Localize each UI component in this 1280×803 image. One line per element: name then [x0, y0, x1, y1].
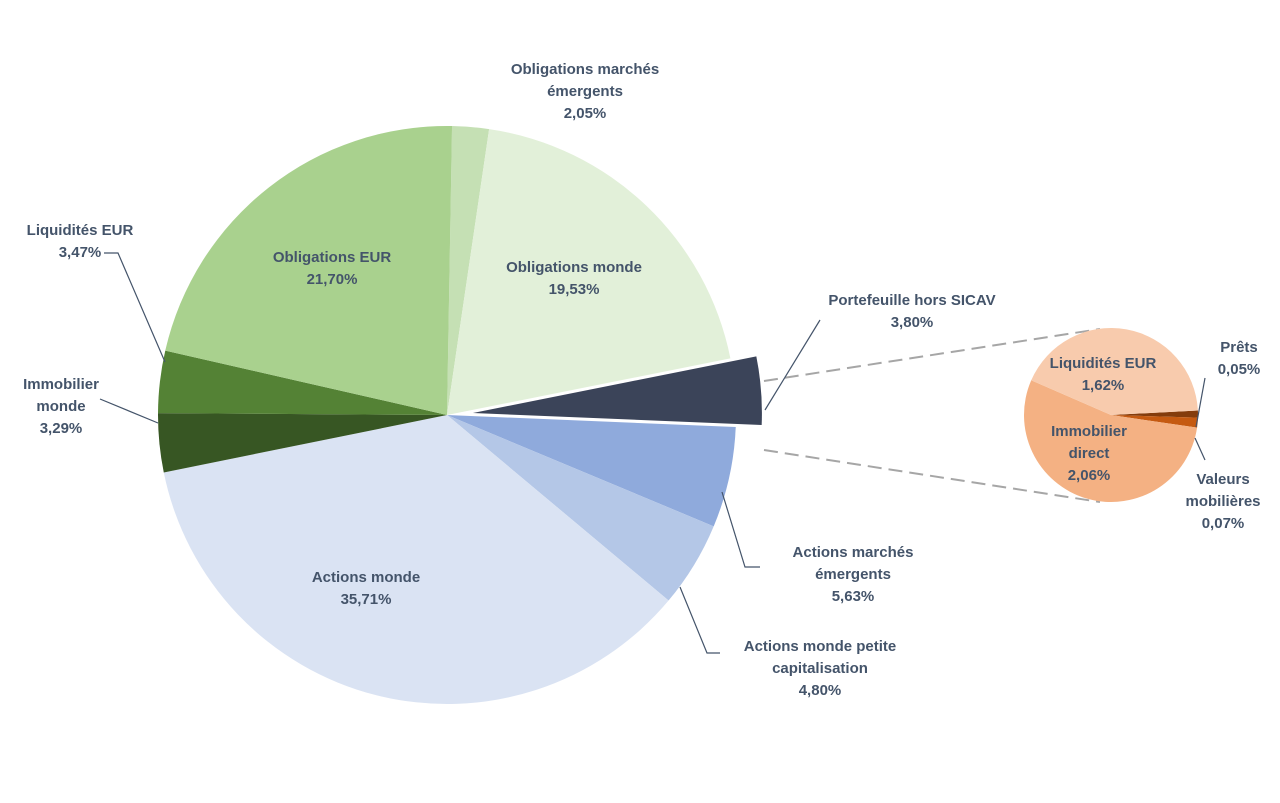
breakdown-slice-valeurs-mobilieres	[1111, 415, 1198, 428]
label-obligations-marches-emergents: Obligations marchés émergents 2,05%	[511, 61, 659, 122]
leader-line-portefeuille-hors-sicav	[764, 319, 821, 411]
slice-liquidites-eur	[158, 350, 447, 415]
label-name: Liquidités EUR	[1050, 355, 1157, 372]
breakdown-label-prets: Prêts 0,05%	[1218, 339, 1261, 378]
label-actions-monde: Actions monde 35,71%	[312, 569, 420, 608]
slice-immobilier-monde	[158, 413, 447, 473]
label-name: monde	[36, 398, 85, 415]
breakdown-pie	[1023, 328, 1198, 502]
label-value: 2,06%	[1068, 467, 1111, 484]
label-name: Obligations marchés	[511, 61, 659, 78]
label-name: Obligations EUR	[273, 249, 392, 266]
label-liquidites-eur: Liquidités EUR 3,47%	[27, 222, 134, 261]
label-value: 3,29%	[40, 420, 83, 437]
slice-actions-marches-emergents	[447, 415, 736, 527]
breakdown-slice-liquidites-eur	[1031, 328, 1198, 415]
breakdown-label-liquidites-eur: Liquidités EUR 1,62%	[1050, 355, 1157, 394]
slice-labels: Obligations marchésémergents2,05%Obligat…	[23, 61, 1260, 699]
label-obligations-eur: Obligations EUR 21,70%	[273, 249, 392, 288]
leader-line-valeurs-mobilieres	[1194, 437, 1206, 461]
label-name: Liquidités EUR	[27, 222, 134, 239]
leader-line-immobilier-monde	[99, 398, 159, 424]
slice-obligations-eur	[165, 126, 453, 415]
label-actions-marches-emergents: Actions marchés émergents 5,63%	[793, 544, 914, 605]
label-value: 4,80%	[799, 682, 842, 699]
label-name: Actions monde petite	[744, 638, 897, 655]
label-name: Obligations monde	[506, 259, 642, 276]
label-value: 35,71%	[341, 591, 392, 608]
breakdown-label-immobilier-direct: Immobilier direct 2,06%	[1051, 423, 1127, 484]
label-name: Portefeuille hors SICAV	[828, 292, 995, 309]
label-name: capitalisation	[772, 660, 868, 677]
label-name: Actions monde	[312, 569, 420, 586]
slice-obligations-monde	[447, 129, 731, 415]
label-value: 3,47%	[59, 244, 102, 261]
leader-line-liquidites-eur	[104, 252, 166, 363]
label-value: 1,62%	[1082, 377, 1125, 394]
label-value: 0,05%	[1218, 361, 1261, 378]
slice-actions-monde	[163, 415, 669, 704]
breakdown-slice-immobilier-direct	[1023, 380, 1198, 502]
label-name: Actions marchés	[793, 544, 914, 561]
label-name: Immobilier	[23, 376, 99, 393]
label-value: 5,63%	[832, 588, 875, 605]
label-name: Valeurs	[1196, 471, 1249, 488]
label-immobilier-monde: Immobilier monde 3,29%	[23, 376, 99, 437]
breakdown-label-valeurs-mobilieres: Valeurs mobilières 0,07%	[1185, 471, 1260, 532]
main-pie	[158, 126, 762, 704]
label-obligations-monde: Obligations monde 19,53%	[506, 259, 642, 298]
label-name: Immobilier	[1051, 423, 1127, 440]
leader-line-actions-monde-petite-capitalisation	[679, 586, 720, 654]
connector-lines	[763, 328, 1101, 503]
slice-obligations-marches-emergents	[447, 126, 490, 416]
slice-actions-monde-petite-capitalisation	[447, 415, 714, 601]
leader-lines	[99, 252, 1206, 654]
leader-line-actions-marches-emergents	[721, 491, 760, 568]
label-name: émergents	[547, 83, 623, 100]
label-value: 19,53%	[549, 281, 600, 298]
label-value: 21,70%	[307, 271, 358, 288]
leader-line-prets	[1195, 377, 1206, 428]
breakdown-slice-prets	[1111, 410, 1198, 418]
label-portefeuille-hors-sicav: Portefeuille hors SICAV 3,80%	[828, 292, 995, 331]
label-value: 2,05%	[564, 105, 607, 122]
label-name: direct	[1069, 445, 1110, 462]
connector-line-bottom	[763, 449, 1101, 503]
label-name: émergents	[815, 566, 891, 583]
label-name: Prêts	[1220, 339, 1258, 356]
label-name: mobilières	[1185, 493, 1260, 510]
slice-portefeuille-hors-sicav	[472, 356, 762, 426]
label-value: 3,80%	[891, 314, 934, 331]
label-value: 0,07%	[1202, 515, 1245, 532]
connector-line-top	[763, 328, 1101, 382]
label-actions-monde-petite-capitalisation: Actions monde petite capitalisation 4,80%	[744, 638, 897, 699]
